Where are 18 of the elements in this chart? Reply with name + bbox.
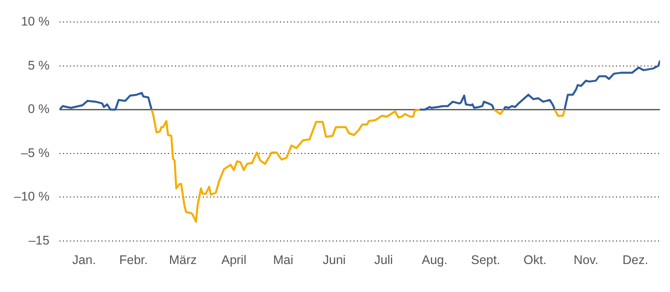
x-tick-label: April xyxy=(221,252,246,267)
x-tick-label: Dez. xyxy=(622,252,648,267)
x-tick-label: Juni xyxy=(322,252,346,267)
y-tick-label: 5 % xyxy=(28,58,50,72)
x-tick-label: Sept. xyxy=(471,252,500,267)
x-tick-label: Mai xyxy=(273,252,294,267)
x-tick-label: Febr. xyxy=(119,252,148,267)
y-tick-label: –5 % xyxy=(20,146,50,160)
y-tick-label: 0 % xyxy=(28,102,50,116)
x-tick-label: Nov. xyxy=(574,252,598,267)
x-tick-label: Juli xyxy=(374,252,393,267)
x-tick-label: Aug. xyxy=(422,252,448,267)
y-tick-label: –15 xyxy=(28,233,50,248)
x-tick-label: Jan. xyxy=(72,252,96,267)
x-tick-label: Okt. xyxy=(523,252,546,267)
x-tick-label: März xyxy=(168,252,197,267)
y-tick-label: –10 % xyxy=(14,190,50,204)
y-tick-label: 10 % xyxy=(20,14,50,28)
